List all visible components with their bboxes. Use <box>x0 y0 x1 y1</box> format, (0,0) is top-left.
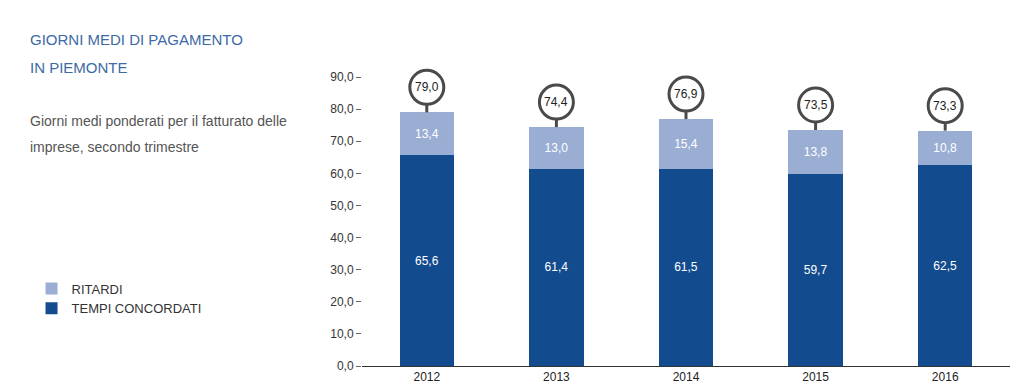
svg-text:65,6: 65,6 <box>415 254 439 268</box>
svg-text:2016: 2016 <box>932 370 959 384</box>
svg-text:40,0: 40,0 <box>330 231 354 245</box>
svg-text:61,4: 61,4 <box>545 260 569 274</box>
svg-text:30,0: 30,0 <box>330 263 354 277</box>
svg-text:13,0: 13,0 <box>545 141 569 155</box>
svg-text:2012: 2012 <box>413 370 440 384</box>
svg-text:TEMPI CONCORDATI: TEMPI CONCORDATI <box>72 301 202 316</box>
svg-text:50,0: 50,0 <box>330 199 354 213</box>
svg-text:73,5: 73,5 <box>804 98 828 112</box>
svg-text:10,0: 10,0 <box>330 327 354 341</box>
svg-text:10,8: 10,8 <box>933 141 957 155</box>
svg-text:61,5: 61,5 <box>674 260 698 274</box>
svg-text:60,0: 60,0 <box>330 167 354 181</box>
svg-text:13,4: 13,4 <box>415 127 439 141</box>
svg-text:15,4: 15,4 <box>674 137 698 151</box>
svg-text:2015: 2015 <box>802 370 829 384</box>
svg-text:74,4: 74,4 <box>544 95 568 109</box>
svg-text:2014: 2014 <box>673 370 700 384</box>
html-text:GIORNI MEDI DI PAGAMENTO IN PI: GIORNI MEDI DI PAGAMENTO IN PIEMONTE <box>30 31 243 76</box>
svg-text:76,9: 76,9 <box>674 87 698 101</box>
svg-text:79,0: 79,0 <box>415 80 439 94</box>
svg-text:20,0: 20,0 <box>330 295 354 309</box>
svg-text:70,0: 70,0 <box>330 134 354 148</box>
svg-text:59,7: 59,7 <box>804 263 828 277</box>
html-text:Giorni medi ponderati per il f: Giorni medi ponderati per il fatturato d… <box>30 113 287 155</box>
svg-text:90,0: 90,0 <box>330 70 354 84</box>
svg-text:2013: 2013 <box>543 370 570 384</box>
svg-text:RITARDI: RITARDI <box>72 282 123 297</box>
svg-text:62,5: 62,5 <box>933 259 957 273</box>
svg-text:80,0: 80,0 <box>330 102 354 116</box>
svg-text:13,8: 13,8 <box>804 145 828 159</box>
svg-text:0,0: 0,0 <box>337 359 354 373</box>
svg-text:73,3: 73,3 <box>933 99 957 113</box>
